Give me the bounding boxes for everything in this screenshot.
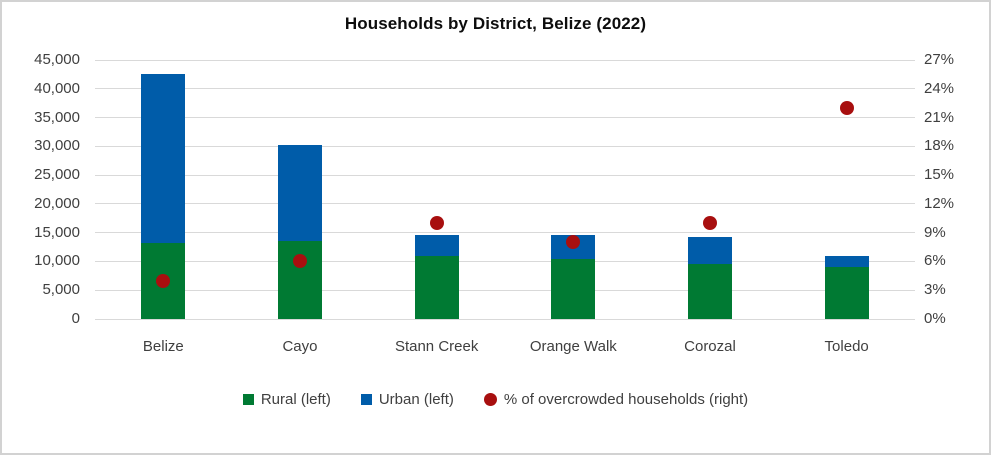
bar-urban-stann-creek <box>414 234 459 257</box>
category-label: Toledo <box>824 338 869 355</box>
bar-rural-stann-creek <box>414 256 459 319</box>
left-axis-tick: 10,000 <box>34 252 80 270</box>
left-axis-tick: 15,000 <box>34 223 80 241</box>
category-label: Corozal <box>684 338 736 355</box>
overcrowded-marker-stann-creek <box>429 216 444 231</box>
bar-urban-belize <box>141 74 186 243</box>
right-axis-tick: 6% <box>924 252 946 270</box>
legend-item-urban: Urban (left) <box>360 391 454 408</box>
category-label: Cayo <box>282 338 318 355</box>
left-axis-tick: 20,000 <box>34 194 80 212</box>
gridline <box>95 289 915 291</box>
right-axis-tick: 9% <box>924 223 946 241</box>
gridline <box>95 232 915 234</box>
legend-item-overcrowded: % of overcrowded households (right) <box>483 391 749 408</box>
legend-label-overcrowded: % of overcrowded households (right) <box>503 391 749 408</box>
bar-rural-corozal <box>688 263 732 319</box>
bar-rural-toledo <box>824 266 869 319</box>
right-axis-tick: 21% <box>924 108 955 126</box>
left-axis-tick: 30,000 <box>34 137 80 155</box>
overcrowded-marker-belize <box>156 273 171 288</box>
overcrowded-marker-toledo <box>839 100 854 115</box>
overcrowded-dot-icon <box>483 393 497 406</box>
overcrowded-marker-corozal <box>703 216 717 231</box>
overcrowded-marker-orange-walk <box>566 235 581 250</box>
legend-item-rural: Rural (left) <box>242 391 331 408</box>
gridline <box>95 59 915 61</box>
category-label: Stann Creek <box>394 338 479 355</box>
legend-label-urban: Urban (left) <box>378 391 454 408</box>
chart-legend: Rural (left) Urban (left) % of overcrowd… <box>2 391 989 408</box>
gridline <box>95 203 915 205</box>
gridline <box>95 117 915 119</box>
gridline <box>95 318 915 320</box>
category-label: Belize <box>142 338 184 355</box>
urban-swatch-icon <box>360 394 372 405</box>
right-axis-tick: 15% <box>924 166 955 184</box>
bar-urban-corozal <box>688 237 732 264</box>
legend-label-rural: Rural (left) <box>260 391 331 408</box>
gridline <box>95 260 915 262</box>
gridline <box>95 145 915 147</box>
left-axis-tick: 0 <box>71 310 80 327</box>
bar-rural-orange-walk <box>551 258 596 319</box>
gridline <box>95 174 915 176</box>
right-axis-tick: 27% <box>924 51 955 68</box>
bar-urban-toledo <box>824 255 869 267</box>
left-axis-tick: 45,000 <box>34 51 80 68</box>
left-axis-tick: 35,000 <box>34 108 80 126</box>
left-axis-tick: 5,000 <box>42 281 80 299</box>
left-axis-tick: 25,000 <box>34 166 80 184</box>
right-axis-tick: 3% <box>924 281 946 299</box>
rural-swatch-icon <box>242 394 254 405</box>
chart-title: Households by District, Belize (2022) <box>344 14 647 33</box>
overcrowded-marker-cayo <box>293 254 307 269</box>
right-axis-tick: 0% <box>924 310 946 327</box>
right-axis-tick: 24% <box>924 79 955 97</box>
bar-rural-cayo <box>278 241 322 319</box>
right-axis-tick: 18% <box>924 137 955 155</box>
gridline <box>95 88 915 90</box>
bar-urban-cayo <box>278 145 322 242</box>
category-label: Orange Walk <box>529 338 617 355</box>
right-axis-tick: 12% <box>924 194 955 212</box>
left-axis-tick: 40,000 <box>34 79 80 97</box>
